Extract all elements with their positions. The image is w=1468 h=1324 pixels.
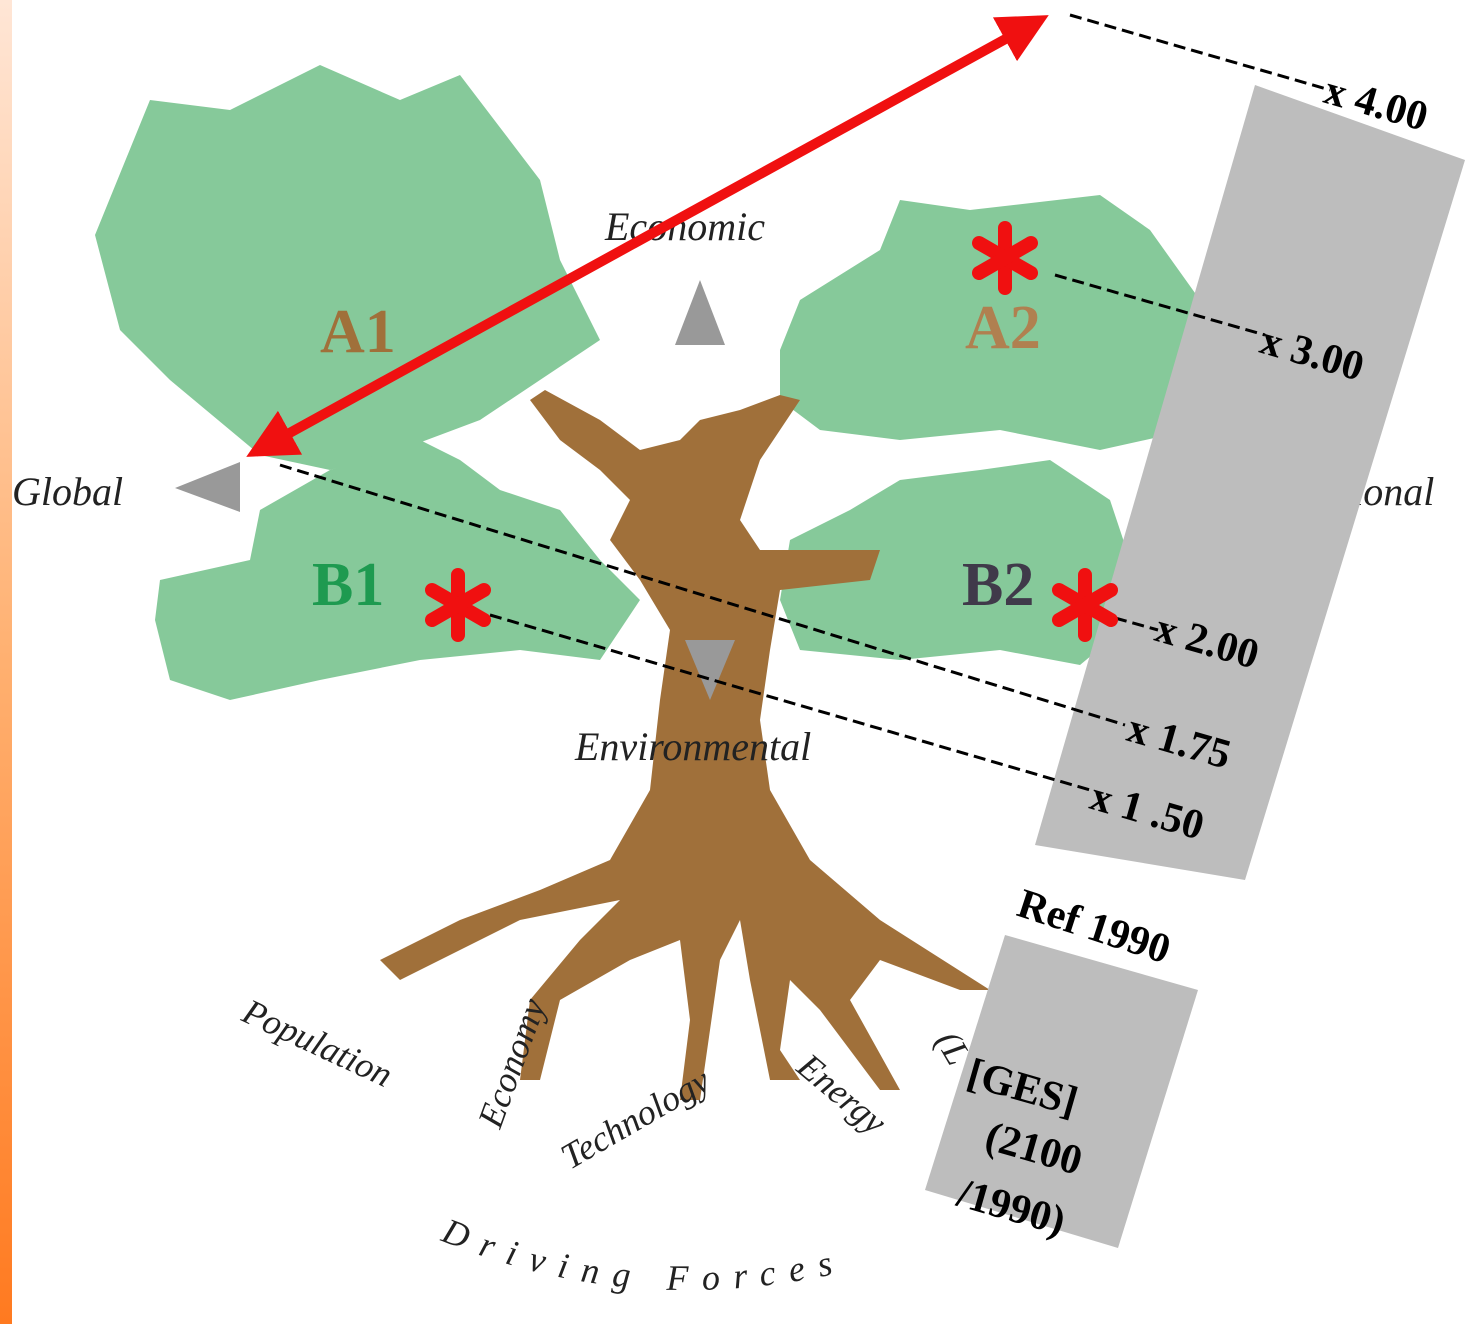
footer-text: Driving Forces — [436, 1210, 835, 1298]
canopy-b2 — [780, 460, 1130, 665]
dashed-line — [279, 463, 1126, 727]
asterisk — [1052, 568, 1118, 642]
dashed-lines — [279, 13, 1331, 792]
gray-bar — [1035, 85, 1465, 880]
axis-label: Global — [12, 469, 123, 514]
trunk — [380, 390, 990, 1100]
asterisks — [425, 221, 1118, 642]
arrow-down — [685, 640, 735, 700]
arrow-up — [675, 280, 725, 345]
root-label: Technology — [554, 1060, 717, 1177]
dashed-line — [1114, 616, 1159, 632]
scenario-label: B1 — [312, 551, 384, 619]
asterisk — [972, 221, 1038, 295]
footer-label: Driving Forces — [436, 1210, 849, 1298]
arrow-left — [175, 462, 240, 512]
red-arrow — [246, 15, 1049, 457]
dashed-line — [1069, 13, 1331, 92]
side-strip — [0, 0, 12, 1324]
scenario-label: B2 — [962, 551, 1034, 619]
dashed-line — [489, 613, 1091, 792]
canopy-a1 — [95, 65, 600, 470]
canopy-b1 — [155, 440, 640, 700]
asterisk — [425, 568, 491, 642]
axis-label: Environmental — [574, 724, 811, 769]
gray-bar — [925, 935, 1198, 1248]
root-label: Population — [236, 991, 399, 1095]
dashed-line — [1054, 273, 1266, 337]
scenario-label: A2 — [965, 294, 1041, 362]
scenario-label: A1 — [320, 298, 396, 366]
